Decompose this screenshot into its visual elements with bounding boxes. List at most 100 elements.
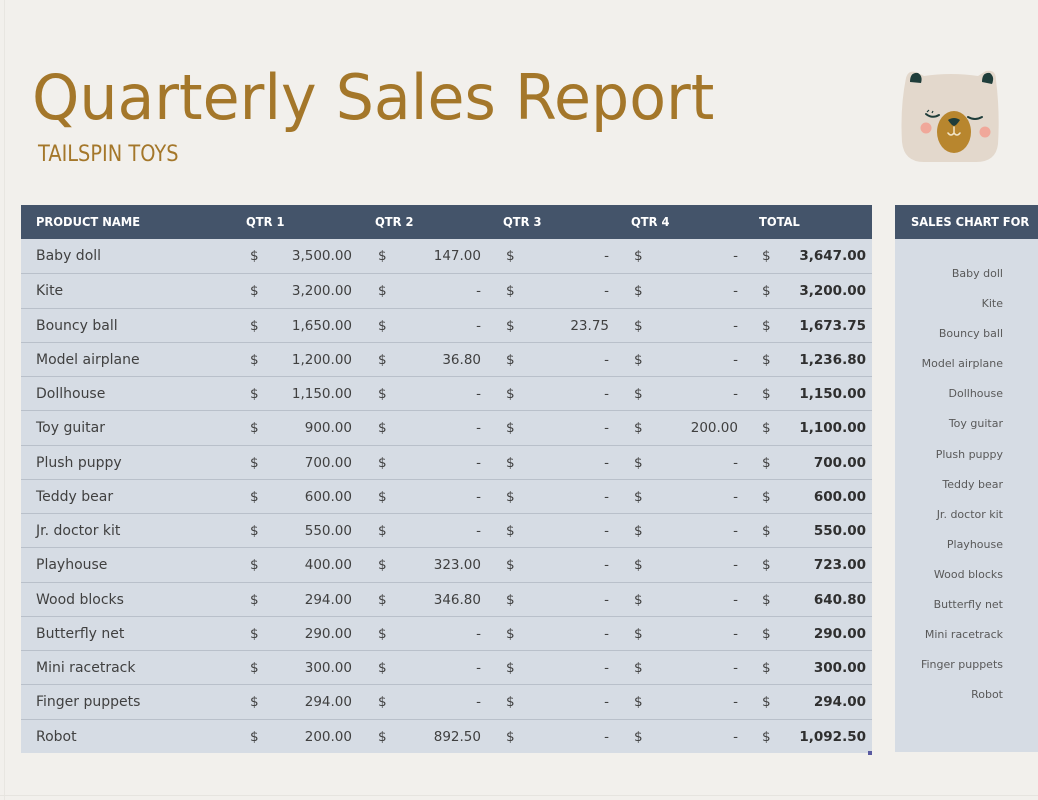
total-value-cell[interactable]: 600.00	[813, 488, 866, 505]
table-row[interactable]: Bouncy ball $1,650.00 $ - $23.75 $ - $1,673.75	[21, 307, 872, 342]
column-header-total[interactable]: TOTAL	[759, 214, 800, 229]
total-value-cell[interactable]: 550.00	[813, 523, 866, 539]
q1-value-cell[interactable]: 700.00	[304, 454, 352, 471]
table-row[interactable]: Robot $200.00 $892.50 $ - $ - $1,092.50	[21, 718, 872, 753]
q3-value-cell[interactable]: -	[604, 591, 609, 608]
product-name-cell[interactable]: Butterfly net	[36, 625, 125, 642]
q3-value-cell[interactable]: -	[604, 694, 609, 711]
q4-value-cell[interactable]: -	[733, 557, 738, 574]
q3-value-cell[interactable]: -	[604, 248, 609, 264]
q1-value-cell[interactable]: 400.00	[304, 557, 352, 574]
table-row[interactable]: Model airplane $1,200.00 $36.80 $ - $ - $1,236.…	[21, 341, 872, 376]
q3-value-cell[interactable]: -	[604, 283, 609, 300]
q4-value-cell[interactable]: -	[733, 317, 738, 334]
q1-value-cell[interactable]: 1,200.00	[291, 351, 352, 368]
q4-value-cell[interactable]: -	[733, 248, 738, 264]
q1-value-cell[interactable]: 294.00	[304, 694, 352, 711]
q3-value-cell[interactable]: -	[604, 386, 609, 402]
q1-value-cell[interactable]: 1,150.00	[291, 386, 352, 402]
q4-value-cell[interactable]: -	[733, 694, 738, 711]
q1-value-cell[interactable]: 294.00	[304, 591, 352, 608]
table-row[interactable]: Toy guitar $900.00 $ - $ - $200.00 $1,100.00	[21, 410, 872, 445]
product-name-cell[interactable]: Plush puppy	[36, 454, 122, 471]
product-name-cell[interactable]: Finger puppets	[36, 694, 141, 711]
q4-value-cell[interactable]: -	[733, 351, 738, 368]
column-header-product-name[interactable]: PRODUCT NAME	[36, 214, 141, 229]
product-name-cell[interactable]: Bouncy ball	[36, 317, 118, 334]
product-name-cell[interactable]: Wood blocks	[36, 591, 124, 608]
q2-value-cell[interactable]: -	[476, 283, 481, 300]
q3-value-cell[interactable]: -	[604, 351, 609, 368]
table-row[interactable]: Mini racetrack $300.00 $ - $ - $ - $300.00	[21, 650, 872, 685]
q3-value-cell[interactable]: -	[604, 454, 609, 471]
q2-value-cell[interactable]: -	[476, 386, 481, 402]
total-value-cell[interactable]: 1,092.50	[799, 728, 866, 745]
table-row[interactable]: Playhouse $400.00 $323.00 $ - $ - $723.00	[21, 547, 872, 582]
q2-value-cell[interactable]: 346.80	[433, 591, 481, 608]
q4-value-cell[interactable]: -	[733, 454, 738, 471]
q1-value-cell[interactable]: 900.00	[304, 420, 352, 437]
q2-value-cell[interactable]: -	[476, 523, 481, 539]
table-row[interactable]: Baby doll $3,500.00 $147.00 $ - $ - $3,647.00	[21, 239, 872, 274]
q1-value-cell[interactable]: 300.00	[304, 660, 352, 676]
product-name-cell[interactable]: Model airplane	[36, 351, 140, 368]
q1-value-cell[interactable]: 3,500.00	[291, 248, 352, 264]
total-value-cell[interactable]: 1,673.75	[799, 317, 866, 334]
q2-value-cell[interactable]: 323.00	[433, 557, 481, 574]
product-name-cell[interactable]: Robot	[36, 728, 77, 745]
q1-value-cell[interactable]: 200.00	[304, 728, 352, 745]
q2-value-cell[interactable]: -	[476, 420, 481, 437]
q3-value-cell[interactable]: -	[604, 420, 609, 437]
total-value-cell[interactable]: 300.00	[813, 660, 866, 676]
product-name-cell[interactable]: Mini racetrack	[36, 660, 136, 676]
total-value-cell[interactable]: 1,150.00	[799, 386, 866, 402]
product-name-cell[interactable]: Jr. doctor kit	[36, 523, 121, 539]
table-row[interactable]: Dollhouse $1,150.00 $ - $ - $ - $1,150.00	[21, 376, 872, 411]
q4-value-cell[interactable]: -	[733, 523, 738, 539]
q3-value-cell[interactable]: -	[604, 488, 609, 505]
q4-value-cell[interactable]: -	[733, 728, 738, 745]
total-value-cell[interactable]: 3,647.00	[799, 248, 866, 264]
q1-value-cell[interactable]: 290.00	[304, 625, 352, 642]
table-row[interactable]: Kite $3,200.00 $ - $ - $ - $3,200.00	[21, 273, 872, 308]
total-value-cell[interactable]: 723.00	[813, 557, 866, 574]
q4-value-cell[interactable]: 200.00	[690, 420, 738, 437]
q2-value-cell[interactable]: -	[476, 488, 481, 505]
q3-value-cell[interactable]: -	[604, 660, 609, 676]
q2-value-cell[interactable]: -	[476, 694, 481, 711]
q4-value-cell[interactable]: -	[733, 625, 738, 642]
q4-value-cell[interactable]: -	[733, 386, 738, 402]
q3-value-cell[interactable]: -	[604, 523, 609, 539]
q3-value-cell[interactable]: 23.75	[570, 317, 609, 334]
table-row[interactable]: Plush puppy $700.00 $ - $ - $ - $700.00	[21, 444, 872, 479]
table-row[interactable]: Finger puppets $294.00 $ - $ - $ - $294.00	[21, 684, 872, 719]
q1-value-cell[interactable]: 600.00	[304, 488, 352, 505]
table-row[interactable]: Teddy bear $600.00 $ - $ - $ - $600.00	[21, 478, 872, 513]
q3-value-cell[interactable]: -	[604, 625, 609, 642]
total-value-cell[interactable]: 700.00	[813, 454, 866, 471]
q2-value-cell[interactable]: -	[476, 317, 481, 334]
q2-value-cell[interactable]: -	[476, 454, 481, 471]
q2-value-cell[interactable]: 147.00	[433, 248, 481, 264]
product-name-cell[interactable]: Dollhouse	[36, 386, 106, 402]
total-value-cell[interactable]: 290.00	[813, 625, 866, 642]
column-header-qtr4[interactable]: QTR 4	[631, 214, 670, 229]
q4-value-cell[interactable]: -	[733, 660, 738, 676]
total-value-cell[interactable]: 3,200.00	[799, 283, 866, 300]
q3-value-cell[interactable]: -	[604, 557, 609, 574]
q3-value-cell[interactable]: -	[604, 728, 609, 745]
q1-value-cell[interactable]: 3,200.00	[291, 283, 352, 300]
product-name-cell[interactable]: Toy guitar	[36, 420, 105, 437]
q4-value-cell[interactable]: -	[733, 283, 738, 300]
q2-value-cell[interactable]: -	[476, 625, 481, 642]
q1-value-cell[interactable]: 1,650.00	[291, 317, 352, 334]
column-header-qtr1[interactable]: QTR 1	[246, 214, 285, 229]
product-name-cell[interactable]: Baby doll	[36, 248, 102, 264]
q2-value-cell[interactable]: 36.80	[442, 351, 481, 368]
total-value-cell[interactable]: 1,236.80	[799, 351, 866, 368]
product-name-cell[interactable]: Teddy bear	[36, 488, 114, 505]
column-header-qtr2[interactable]: QTR 2	[375, 214, 414, 229]
total-value-cell[interactable]: 640.80	[813, 591, 866, 608]
q4-value-cell[interactable]: -	[733, 591, 738, 608]
total-value-cell[interactable]: 294.00	[813, 694, 866, 711]
